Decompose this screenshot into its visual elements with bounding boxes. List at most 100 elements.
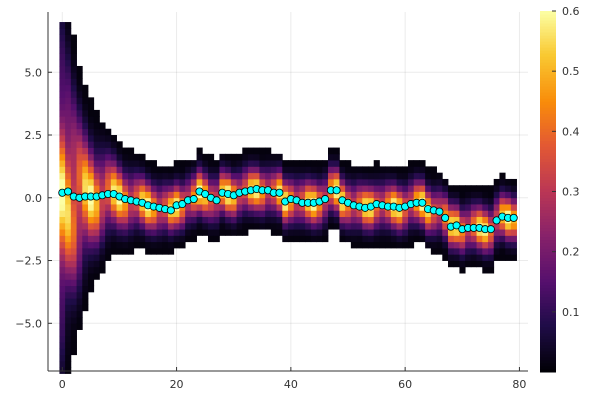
heatmap-cell xyxy=(322,185,329,192)
heatmap-cell xyxy=(408,229,415,236)
heatmap-cell xyxy=(145,197,152,205)
heatmap-cell xyxy=(225,185,232,192)
heatmap-cell xyxy=(299,160,306,167)
heatmap-cell xyxy=(185,210,192,218)
heatmap-cell xyxy=(276,178,283,186)
heatmap-cell xyxy=(339,210,346,218)
heatmap-cell xyxy=(316,204,323,211)
heatmap-cell xyxy=(293,160,300,167)
heatmap-cell xyxy=(282,178,289,186)
heatmap-cell xyxy=(316,222,323,230)
colorbar-segment xyxy=(540,80,556,84)
heatmap-cell xyxy=(168,191,175,199)
heatmap-cell xyxy=(65,109,72,117)
heatmap-cell xyxy=(145,191,152,199)
heatmap-cell xyxy=(265,191,272,199)
heatmap-cell xyxy=(465,204,472,211)
colorbar-segment xyxy=(540,239,556,244)
heatmap-cell xyxy=(88,128,95,136)
heatmap-cell xyxy=(242,172,249,180)
heatmap-cell xyxy=(248,160,255,167)
heatmap-cell xyxy=(59,273,66,280)
heatmap-cell xyxy=(419,229,426,236)
heatmap-cell xyxy=(259,210,266,218)
heatmap-cell xyxy=(470,254,477,261)
heatmap-cell xyxy=(59,241,66,249)
heatmap-cell xyxy=(419,166,426,174)
heatmap-cell xyxy=(368,172,375,180)
heatmap-cell xyxy=(408,160,415,167)
heatmap-cell xyxy=(65,279,72,287)
heatmap-cell xyxy=(350,178,357,186)
heatmap-cell xyxy=(185,229,192,236)
colorbar-segment xyxy=(540,158,556,162)
heatmap-cell xyxy=(59,247,66,255)
heatmap-cell xyxy=(59,323,66,330)
heatmap-cell xyxy=(208,160,215,167)
heatmap-cell xyxy=(105,147,112,155)
heatmap-cell xyxy=(333,210,340,218)
heatmap-cell xyxy=(93,216,100,224)
heatmap-cell xyxy=(99,197,106,205)
heatmap-cell xyxy=(156,172,163,180)
colorbar-segment xyxy=(540,98,556,102)
heatmap-cell xyxy=(482,266,489,274)
scatter-point xyxy=(64,187,73,196)
colorbar-segment xyxy=(540,206,556,211)
heatmap-cell xyxy=(259,172,266,180)
heatmap-cell xyxy=(82,141,89,148)
heatmap-cell xyxy=(510,178,517,186)
heatmap-cell xyxy=(93,116,100,123)
heatmap-cell xyxy=(425,166,432,174)
heatmap-cell xyxy=(453,210,460,218)
heatmap-cell xyxy=(305,235,312,243)
heatmap-cell xyxy=(196,197,203,205)
heatmap-cell xyxy=(70,291,77,299)
heatmap-cell xyxy=(82,135,89,142)
heatmap-cell xyxy=(465,254,472,261)
heatmap-cell xyxy=(379,210,386,218)
heatmap-cell xyxy=(225,178,232,186)
heatmap-cell xyxy=(70,47,77,54)
heatmap-cell xyxy=(402,210,409,218)
heatmap-cell xyxy=(402,197,409,205)
heatmap-cell xyxy=(288,204,295,211)
heatmap-cell xyxy=(328,160,335,167)
x-tick-label: 20 xyxy=(170,378,184,391)
heatmap-cell xyxy=(453,204,460,211)
heatmap-cell xyxy=(65,235,72,243)
heatmap-cell xyxy=(99,229,106,236)
heatmap-cell xyxy=(248,178,255,186)
heatmap-cell xyxy=(488,197,495,205)
heatmap-cell xyxy=(442,235,449,243)
heatmap-cell xyxy=(196,166,203,174)
heatmap-cell xyxy=(368,216,375,224)
heatmap-cell xyxy=(65,222,72,230)
heatmap-cell xyxy=(82,178,89,186)
heatmap-cell xyxy=(328,166,335,174)
heatmap-cell xyxy=(350,185,357,192)
heatmap-cell xyxy=(128,210,135,218)
heatmap-cell xyxy=(453,197,460,205)
heatmap-cell xyxy=(499,222,506,230)
heatmap-cell xyxy=(76,178,83,186)
heatmap-cell xyxy=(190,204,197,211)
heatmap-cell xyxy=(476,241,483,249)
heatmap-cell xyxy=(350,191,357,199)
heatmap-cell xyxy=(156,247,163,255)
heatmap-cell xyxy=(242,210,249,218)
heatmap-cell xyxy=(65,47,72,54)
heatmap-cell xyxy=(310,160,317,167)
heatmap-cell xyxy=(505,197,512,205)
heatmap-cell xyxy=(162,185,169,192)
heatmap-cell xyxy=(230,172,237,180)
heatmap-cell xyxy=(213,172,220,180)
heatmap-cell xyxy=(179,178,186,186)
heatmap-cell xyxy=(322,235,329,243)
heatmap-cell xyxy=(413,216,420,224)
heatmap-cell xyxy=(139,185,146,192)
heatmap-cell xyxy=(242,216,249,224)
colorbar-segment xyxy=(540,188,556,192)
heatmap-cell xyxy=(385,210,392,218)
